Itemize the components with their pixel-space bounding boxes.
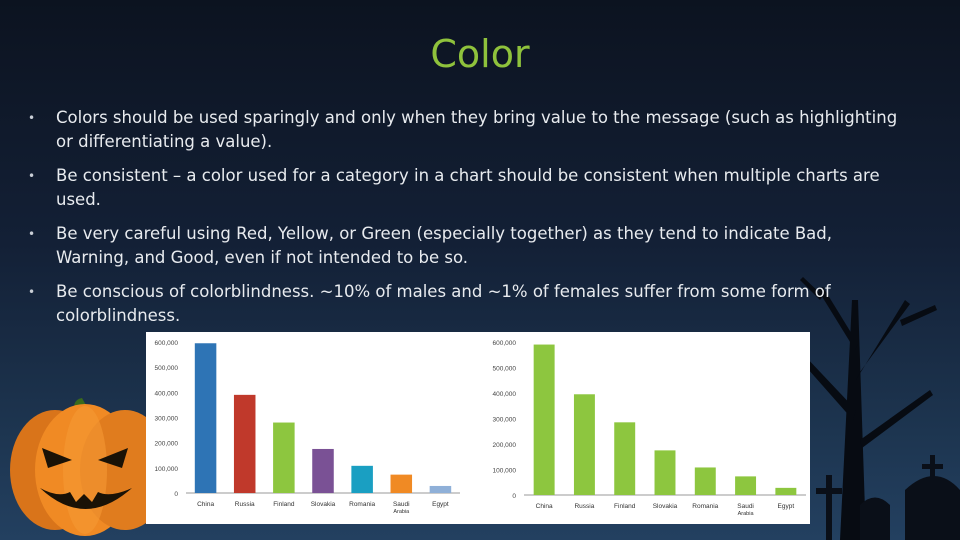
bullet-dot: • bbox=[28, 227, 36, 241]
y-tick-label: 500,000 bbox=[155, 365, 179, 372]
bar bbox=[273, 422, 295, 493]
y-tick-label: 100,000 bbox=[493, 468, 517, 475]
bare-tree-icon bbox=[800, 277, 937, 540]
x-tick-label: Finland bbox=[273, 501, 295, 508]
green-bar-chart: 0 100,000 200,000 300,000 400,000 500,000 600,… bbox=[466, 332, 810, 524]
bullet-item: • Colors should be used sparingly and onl… bbox=[28, 106, 908, 154]
green-bar-chart-svg: 0 100,000 200,000 300,000 400,000 500,000 600,… bbox=[493, 340, 806, 517]
bullet-item: • Be conscious of colorblindness. ~10% of… bbox=[28, 280, 908, 328]
bar bbox=[233, 394, 256, 493]
y-tick-label: 400,000 bbox=[493, 391, 517, 398]
y-tick-label: 200,000 bbox=[155, 441, 179, 448]
bar bbox=[694, 467, 716, 495]
multicolor-bar-chart: 0 100,000 200,000 300,000 400,000 500,000 600,… bbox=[146, 332, 466, 524]
slide-title: Color bbox=[430, 32, 530, 76]
x-tick-label: Egypt bbox=[432, 501, 449, 508]
bar bbox=[351, 465, 373, 493]
x-tick-label: Arabia bbox=[393, 509, 410, 515]
bullet-text: Be consistent – a color used for a categ… bbox=[56, 166, 880, 209]
bar bbox=[312, 448, 334, 493]
y-tick-label: 100,000 bbox=[155, 466, 179, 473]
pumpkin-icon bbox=[10, 398, 170, 536]
cross-icon bbox=[816, 455, 943, 540]
bullet-dot: • bbox=[28, 111, 36, 125]
bullet-text: Be conscious of colorblindness. ~10% of … bbox=[56, 282, 831, 325]
bullet-text: Be very careful using Red, Yellow, or Gr… bbox=[56, 224, 832, 267]
bullet-item: • Be very careful using Red, Yellow, or G… bbox=[28, 222, 908, 270]
bullet-item: • Be consistent – a color used for a cate… bbox=[28, 164, 908, 212]
bar bbox=[390, 474, 413, 493]
x-tick-label: Egypt bbox=[778, 503, 795, 510]
x-tick-label: Slovakia bbox=[653, 503, 678, 510]
bullet-text: Colors should be used sparingly and only… bbox=[56, 108, 898, 151]
bar bbox=[654, 450, 676, 495]
x-tick-label: China bbox=[197, 501, 214, 508]
x-tick-label: Arabia bbox=[738, 511, 755, 517]
y-tick-label: 0 bbox=[512, 493, 516, 500]
y-tick-label: 300,000 bbox=[493, 417, 517, 424]
y-tick-label: 0 bbox=[174, 491, 178, 498]
y-tick-label: 600,000 bbox=[493, 340, 517, 347]
x-tick-label: Russia bbox=[235, 501, 255, 508]
multicolor-bar-chart-svg: 0 100,000 200,000 300,000 400,000 500,000 600,… bbox=[155, 340, 460, 515]
bullet-dot: • bbox=[28, 285, 36, 299]
bullet-dot: • bbox=[28, 169, 36, 183]
x-tick-label: Finland bbox=[614, 503, 636, 510]
bar bbox=[533, 344, 555, 495]
x-tick-label: Saudi bbox=[737, 503, 754, 510]
bar bbox=[614, 422, 636, 495]
y-tick-label: 500,000 bbox=[493, 366, 517, 373]
x-tick-label: China bbox=[536, 503, 553, 510]
y-tick-label: 400,000 bbox=[155, 390, 179, 397]
x-tick-label: Romania bbox=[349, 501, 375, 508]
y-tick-label: 600,000 bbox=[155, 340, 179, 347]
y-tick-label: 300,000 bbox=[155, 416, 179, 423]
x-tick-label: Romania bbox=[692, 503, 718, 510]
gravestone-icon bbox=[860, 476, 960, 540]
bar bbox=[429, 485, 452, 493]
bullet-list: • Colors should be used sparingly and onl… bbox=[28, 106, 908, 338]
bar bbox=[775, 487, 797, 495]
x-tick-label: Saudi bbox=[393, 501, 410, 508]
bar bbox=[194, 343, 217, 493]
x-tick-label: Slovakia bbox=[311, 501, 336, 508]
bar bbox=[573, 394, 595, 495]
x-tick-label: Russia bbox=[574, 503, 594, 510]
bar bbox=[735, 476, 757, 495]
y-tick-label: 200,000 bbox=[493, 442, 517, 449]
